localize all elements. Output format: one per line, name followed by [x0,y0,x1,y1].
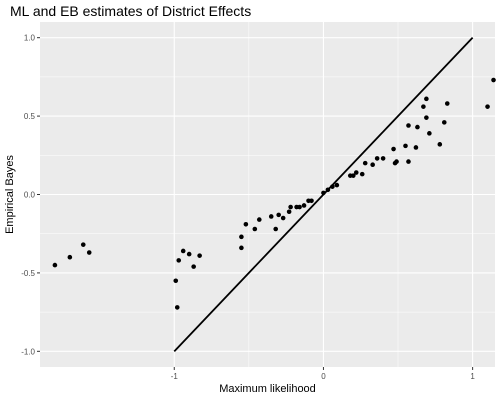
points [52,77,496,310]
data-point [176,258,182,263]
data-point [256,217,262,222]
x-tick-label: 1 [470,372,475,381]
data-point [391,146,396,152]
y-tick-label: -0.5 [21,269,35,278]
data-point [86,250,92,255]
data-point [485,104,490,109]
data-point [191,264,196,269]
data-point [370,162,375,168]
data-point [174,305,180,310]
data-point [424,115,429,120]
data-point [273,226,279,232]
data-point [276,212,281,218]
data-point [406,159,411,164]
data-point [268,214,274,219]
grid [40,22,495,367]
data-point [334,182,340,188]
data-point [374,156,380,161]
data-point [413,145,419,150]
data-point [80,242,86,247]
data-point [444,101,450,106]
data-point [197,253,202,258]
x-axis-label: Maximum likelihood [219,383,316,395]
data-point [441,120,447,125]
data-point [359,171,365,177]
y-tick-label: 1.0 [24,34,36,43]
data-point [243,221,249,227]
y-tick-label: -1.0 [21,347,35,356]
x-tick-label: 0 [321,372,326,381]
chart-title: ML and EB estimates of District Effects [10,3,251,19]
data-point [173,278,179,284]
data-point [437,142,443,147]
data-point [350,173,356,178]
data-point [421,104,426,109]
data-point [286,209,292,215]
data-point [491,77,496,83]
data-point [239,234,244,240]
data-point [67,254,73,260]
data-point [301,203,307,208]
data-point [180,248,186,254]
data-point [288,204,293,210]
y-axis-label: Empirical Bayes [4,155,16,234]
data-point [427,131,432,136]
data-point [321,190,326,196]
data-point [380,156,386,161]
data-point [325,187,331,193]
data-point [406,123,411,128]
x-tick-label: -1 [171,372,179,381]
data-point [280,215,286,221]
data-point [309,198,314,204]
data-point [186,251,192,257]
data-point [353,170,359,175]
data-point [52,262,58,268]
data-point [297,204,302,210]
data-point [330,184,335,189]
y-tick-label: 0.0 [24,191,36,200]
data-point [252,226,258,232]
data-point [239,245,244,251]
data-point [424,96,429,102]
axes: -1 0 1 -1.0 -0.5 0.0 0.5 1.0 [21,34,475,381]
data-point [394,159,399,164]
data-point [415,124,420,130]
y-tick-label: 0.5 [24,112,36,121]
data-point [403,143,408,149]
data-point [362,160,368,166]
